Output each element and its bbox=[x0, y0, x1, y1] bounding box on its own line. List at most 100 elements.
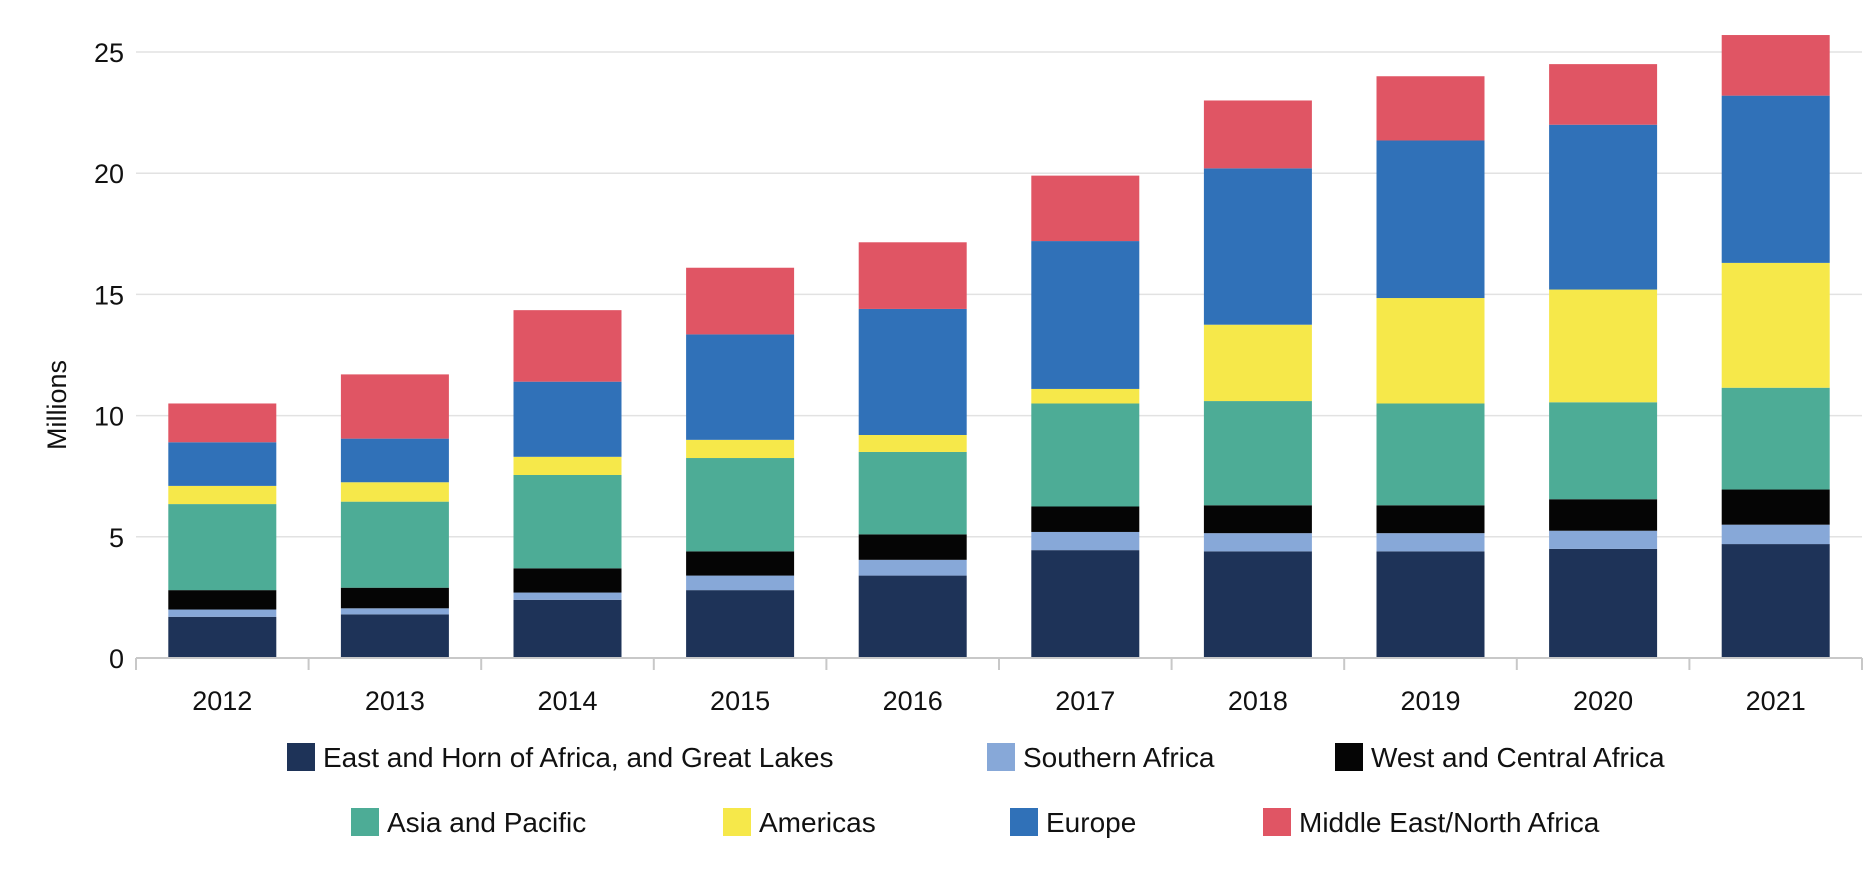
bar-segment-2012-3 bbox=[168, 504, 277, 591]
bar-segment-2021-2 bbox=[1721, 489, 1830, 525]
bars bbox=[168, 35, 1830, 658]
bar-segment-2021-6 bbox=[1721, 35, 1830, 96]
bar-segment-2017-6 bbox=[1031, 175, 1140, 242]
x-tick-label: 2012 bbox=[192, 686, 252, 716]
bar-segment-2020-5 bbox=[1549, 124, 1658, 290]
bar-segment-2016-2 bbox=[858, 534, 967, 560]
legend-swatch bbox=[987, 743, 1015, 771]
bar-segment-2015-5 bbox=[686, 334, 795, 440]
bar-segment-2017-4 bbox=[1031, 388, 1140, 404]
bar-segment-2019-4 bbox=[1376, 298, 1485, 404]
bar-segment-2014-1 bbox=[513, 592, 622, 600]
bar-segment-2014-5 bbox=[513, 381, 622, 457]
bar-segment-2018-6 bbox=[1203, 100, 1312, 169]
bar-segment-2020-3 bbox=[1549, 402, 1658, 500]
bar-segment-2015-3 bbox=[686, 458, 795, 552]
bar-segment-2016-0 bbox=[858, 575, 967, 658]
legend-label: Asia and Pacific bbox=[387, 807, 586, 838]
y-tick-label: 0 bbox=[109, 644, 124, 674]
bar-segment-2015-1 bbox=[686, 575, 795, 591]
legend-label: Americas bbox=[759, 807, 876, 838]
x-tick-label: 2016 bbox=[883, 686, 943, 716]
bar-segment-2012-1 bbox=[168, 609, 277, 617]
bar-segment-2018-5 bbox=[1203, 168, 1312, 325]
bar-segment-2013-6 bbox=[340, 374, 449, 439]
bar-segment-2018-2 bbox=[1203, 505, 1312, 534]
bar-segment-2017-2 bbox=[1031, 506, 1140, 532]
bar-segment-2016-6 bbox=[858, 242, 967, 309]
legend-label: Middle East/North Africa bbox=[1299, 807, 1600, 838]
legend-label: Southern Africa bbox=[1023, 742, 1215, 773]
y-tick-label: 25 bbox=[94, 38, 124, 68]
x-tick-label: 2019 bbox=[1400, 686, 1460, 716]
axes: 0 5 10 15 20 25 2012 2013 2014 2015 2016 2017 2018 20… bbox=[94, 38, 1863, 716]
legend-label: West and Central Africa bbox=[1371, 742, 1665, 773]
bar-segment-2013-3 bbox=[340, 501, 449, 588]
bar-segment-2017-5 bbox=[1031, 241, 1140, 389]
x-tick-label: 2018 bbox=[1228, 686, 1288, 716]
legend-swatch bbox=[1010, 808, 1038, 836]
legend-label: East and Horn of Africa, and Great Lakes bbox=[323, 742, 834, 773]
bar-segment-2019-3 bbox=[1376, 403, 1485, 506]
x-tick-label: 2013 bbox=[365, 686, 425, 716]
bar-segment-2014-4 bbox=[513, 456, 622, 475]
legend-swatch bbox=[287, 743, 315, 771]
y-tick-label: 15 bbox=[94, 280, 124, 310]
legend-swatch bbox=[351, 808, 379, 836]
bar-segment-2020-4 bbox=[1549, 289, 1658, 403]
bar-segment-2021-4 bbox=[1721, 262, 1830, 388]
bar-segment-2014-3 bbox=[513, 474, 622, 569]
bar-segment-2016-1 bbox=[858, 559, 967, 576]
bar-segment-2017-3 bbox=[1031, 403, 1140, 507]
legend-swatch bbox=[1263, 808, 1291, 836]
y-tick-label: 5 bbox=[109, 523, 124, 553]
bar-segment-2015-6 bbox=[686, 267, 795, 335]
bar-segment-2014-0 bbox=[513, 599, 622, 658]
bar-segment-2012-4 bbox=[168, 485, 277, 505]
bar-segment-2019-5 bbox=[1376, 140, 1485, 299]
bar-segment-2020-6 bbox=[1549, 64, 1658, 125]
bar-segment-2021-5 bbox=[1721, 95, 1830, 263]
x-tick-label: 2015 bbox=[710, 686, 770, 716]
bar-segment-2013-4 bbox=[340, 482, 449, 502]
bar-segment-2017-1 bbox=[1031, 531, 1140, 551]
bar-segment-2020-1 bbox=[1549, 530, 1658, 549]
bar-segment-2019-0 bbox=[1376, 551, 1485, 658]
bar-segment-2012-2 bbox=[168, 590, 277, 610]
bar-segment-2021-3 bbox=[1721, 387, 1830, 490]
bar-segment-2021-0 bbox=[1721, 544, 1830, 658]
y-axis-title: Millions bbox=[42, 360, 72, 450]
bar-segment-2016-3 bbox=[858, 451, 967, 535]
bar-segment-2019-2 bbox=[1376, 505, 1485, 534]
bar-segment-2012-5 bbox=[168, 442, 277, 486]
bar-segment-2014-6 bbox=[513, 310, 622, 382]
bar-segment-2017-0 bbox=[1031, 550, 1140, 658]
x-tick-label: 2017 bbox=[1055, 686, 1115, 716]
bar-segment-2021-1 bbox=[1721, 524, 1830, 545]
bar-segment-2020-0 bbox=[1549, 548, 1658, 658]
y-tick-label: 20 bbox=[94, 159, 124, 189]
bar-segment-2018-0 bbox=[1203, 551, 1312, 658]
bar-segment-2018-3 bbox=[1203, 401, 1312, 506]
bar-segment-2012-6 bbox=[168, 403, 277, 443]
bar-segment-2020-2 bbox=[1549, 499, 1658, 531]
bar-segment-2013-1 bbox=[340, 608, 449, 615]
bar-segment-2016-5 bbox=[858, 308, 967, 435]
y-tick-label: 10 bbox=[94, 402, 124, 432]
bar-segment-2015-0 bbox=[686, 590, 795, 658]
bar-segment-2016-4 bbox=[858, 434, 967, 452]
bar-segment-2019-6 bbox=[1376, 76, 1485, 141]
bar-segment-2013-5 bbox=[340, 438, 449, 483]
legend: East and Horn of Africa, and Great Lakes… bbox=[287, 742, 1665, 838]
x-tick-label: 2014 bbox=[537, 686, 597, 716]
x-tick-label: 2020 bbox=[1573, 686, 1633, 716]
bar-segment-2013-2 bbox=[340, 587, 449, 609]
legend-swatch bbox=[723, 808, 751, 836]
bar-segment-2018-4 bbox=[1203, 324, 1312, 402]
bar-segment-2014-2 bbox=[513, 568, 622, 593]
bar-segment-2019-1 bbox=[1376, 533, 1485, 552]
bar-segment-2013-0 bbox=[340, 614, 449, 658]
x-tick-label: 2021 bbox=[1746, 686, 1806, 716]
bar-segment-2015-2 bbox=[686, 551, 795, 576]
